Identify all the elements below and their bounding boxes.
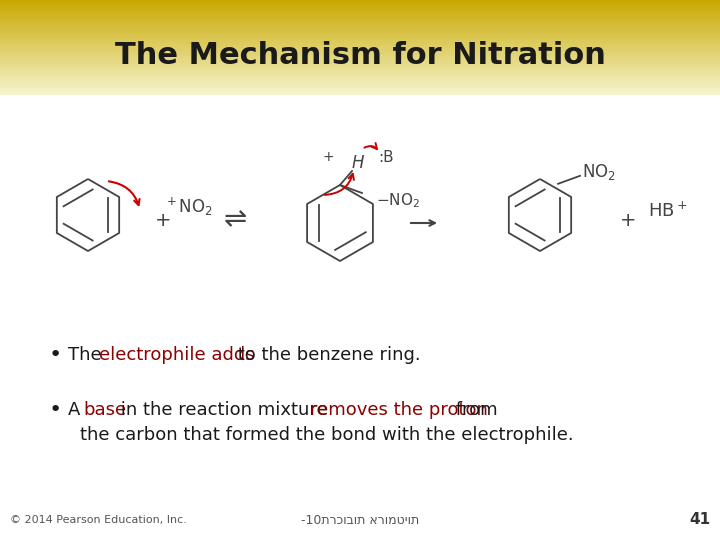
Text: :B: :B [378,150,394,165]
Text: $^+$NO$_2$: $^+$NO$_2$ [163,196,212,218]
Text: $-$NO$_2$: $-$NO$_2$ [376,192,420,211]
Text: NO$_2$: NO$_2$ [582,162,616,182]
Text: to the benzene ring.: to the benzene ring. [232,346,420,364]
Text: A: A [68,401,86,419]
Text: The: The [68,346,107,364]
Text: electrophile adds: electrophile adds [99,346,255,364]
Text: •: • [48,345,62,365]
Text: +: + [155,211,171,229]
Text: HB$^+$: HB$^+$ [648,201,688,221]
Text: © 2014 Pearson Education, Inc.: © 2014 Pearson Education, Inc. [10,515,187,525]
Text: +: + [620,211,636,229]
Text: in the reaction mixture: in the reaction mixture [114,401,333,419]
Text: $\rightleftharpoons$: $\rightleftharpoons$ [218,205,248,233]
Text: the carbon that formed the bond with the electrophile.: the carbon that formed the bond with the… [80,426,574,444]
Text: The Mechanism for Nitration: The Mechanism for Nitration [114,40,606,70]
Text: +: + [322,150,334,164]
Text: •: • [48,400,62,420]
Text: H: H [352,154,364,172]
Text: base: base [84,401,127,419]
Text: removes the proton: removes the proton [310,401,487,419]
Text: 41: 41 [689,512,710,528]
Text: -10תרכובות ארומטיות: -10תרכובות ארומטיות [301,514,419,526]
Text: from: from [450,401,498,419]
